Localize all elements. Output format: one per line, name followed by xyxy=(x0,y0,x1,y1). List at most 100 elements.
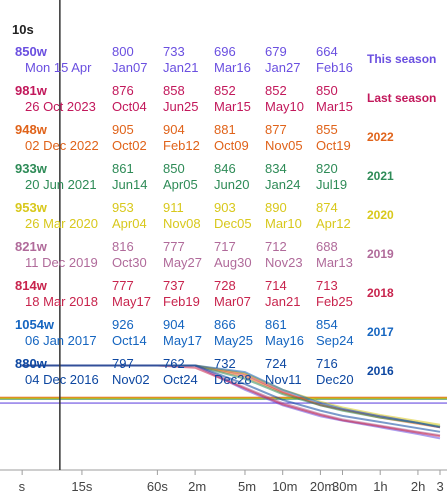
x-tick-label: 1h xyxy=(373,479,388,494)
peak-watts: 850 xyxy=(316,83,338,98)
x-tick-label: 2m xyxy=(188,479,207,494)
season-peak: 911 Nov08 xyxy=(163,200,201,232)
season-best-value: 981w 26 Oct 2023 xyxy=(15,83,96,115)
peak-date: Oct09 xyxy=(214,138,249,153)
season-name-label: Last season xyxy=(367,91,437,105)
peak-date: Jan24 xyxy=(265,177,301,192)
season-peak: 890 Mar10 xyxy=(265,200,302,232)
peak-date: Dec20 xyxy=(316,372,354,387)
season-name-label: 2018 xyxy=(367,286,394,300)
peak-watts: 762 xyxy=(163,356,185,371)
best-watts: 981w xyxy=(15,83,47,98)
hover-panel-background xyxy=(11,12,447,390)
peak-date: Aug30 xyxy=(214,255,252,270)
peak-watts: 696 xyxy=(214,44,236,59)
peak-watts: 688 xyxy=(316,239,338,254)
peak-date: May17 xyxy=(112,294,152,309)
peak-date: May10 xyxy=(265,99,305,114)
season-best-value: 933w 20 Jun 2021 xyxy=(15,161,97,193)
peak-watts: 861 xyxy=(265,317,287,332)
season-best-value: 821w 11 Dec 2019 xyxy=(15,239,98,271)
season-peak: 903 Dec05 xyxy=(214,200,252,232)
best-date: Mon 15 Apr xyxy=(25,60,92,75)
season-peak: 737 Feb19 xyxy=(163,278,200,310)
best-date: 11 Dec 2019 xyxy=(25,255,98,270)
peak-date: Mar15 xyxy=(316,99,353,114)
x-tick-label: 3 xyxy=(436,479,444,494)
peak-watts: 850 xyxy=(163,161,185,176)
peak-watts: 713 xyxy=(316,278,338,293)
season-peak: 800 Jan07 xyxy=(112,44,147,76)
season-best-value: 880w 04 Dec 2016 xyxy=(15,356,99,388)
peak-watts: 890 xyxy=(265,200,287,215)
peak-date: Oct14 xyxy=(112,333,147,348)
peak-watts: 732 xyxy=(214,356,236,371)
peak-watts: 820 xyxy=(316,161,338,176)
season-peak: 861 May16 xyxy=(265,317,304,349)
season-peak: 852 May10 xyxy=(265,83,304,115)
season-row: 953w 26 Mar 2020 953 Apr04 911 Nov08 903 Dec05 8… xyxy=(0,200,447,240)
peak-watts: 816 xyxy=(112,239,134,254)
season-peak: 732 Dec28 xyxy=(214,356,252,388)
best-date: 26 Mar 2020 xyxy=(25,216,98,231)
peak-watts: 712 xyxy=(265,239,287,254)
peak-date: Jan21 xyxy=(163,60,199,75)
peak-watts: 903 xyxy=(214,200,236,215)
peak-date: Dec05 xyxy=(214,216,252,231)
peak-date: Nov02 xyxy=(112,372,150,387)
season-peak: 877 Nov05 xyxy=(265,122,303,154)
x-tick-label: 10m xyxy=(272,479,298,494)
season-name-label: 2020 xyxy=(367,208,394,222)
best-watts: 953w xyxy=(15,200,47,215)
series-line-2016[interactable] xyxy=(22,364,441,433)
season-peak: 733 Jan21 xyxy=(163,44,198,76)
season-peak: 714 Jan21 xyxy=(265,278,300,310)
peak-watts: 724 xyxy=(265,356,287,371)
peak-watts: 854 xyxy=(316,317,338,332)
best-date: 06 Jan 2017 xyxy=(25,333,97,348)
season-row: 1054w 06 Jan 2017 926 Oct14 904 May17 866 May25… xyxy=(0,317,447,357)
season-peak: 834 Jan24 xyxy=(265,161,300,193)
peak-date: Feb16 xyxy=(316,60,353,75)
peak-date: Mar07 xyxy=(214,294,251,309)
season-peak: 905 Oct02 xyxy=(112,122,147,154)
peak-date: Oct30 xyxy=(112,255,147,270)
season-peak: 724 Nov11 xyxy=(265,356,302,388)
x-tick-label: 15s xyxy=(71,479,93,494)
peak-watts: 733 xyxy=(163,44,185,59)
season-peak: 762 Oct24 xyxy=(163,356,198,388)
best-watts: 850w xyxy=(15,44,47,59)
peak-date: Jun25 xyxy=(163,99,199,114)
peak-watts: 777 xyxy=(163,239,185,254)
peak-date: Mar13 xyxy=(316,255,353,270)
x-tick-label: 30m xyxy=(331,479,358,494)
peak-watts: 911 xyxy=(163,200,184,215)
peak-date: Oct02 xyxy=(112,138,147,153)
season-peak: 846 Jun20 xyxy=(214,161,249,193)
peak-watts: 664 xyxy=(316,44,338,59)
season-peak: 953 Apr04 xyxy=(112,200,147,232)
best-watts: 1054w xyxy=(15,317,55,332)
season-name-label: 2022 xyxy=(367,130,394,144)
season-peak: 777 May27 xyxy=(163,239,202,271)
season-name-label: This season xyxy=(367,52,437,66)
peak-watts: 877 xyxy=(265,122,287,137)
peak-watts: 905 xyxy=(112,122,134,137)
x-tick-label: 60s xyxy=(146,479,168,494)
season-peak: 866 May25 xyxy=(214,317,253,349)
season-peak: 850 Mar15 xyxy=(316,83,353,115)
season-peak: 777 May17 xyxy=(112,278,151,310)
peak-watts: 728 xyxy=(214,278,236,293)
x-tick-label: s xyxy=(18,479,26,494)
peak-date: Jun14 xyxy=(112,177,148,192)
peak-watts: 874 xyxy=(316,200,338,215)
best-date: 04 Dec 2016 xyxy=(25,372,99,387)
peak-date: Apr12 xyxy=(316,216,351,231)
x-tick-label: 5m xyxy=(237,479,257,494)
season-peak: 852 Mar15 xyxy=(214,83,251,115)
peak-watts: 737 xyxy=(163,278,185,293)
peak-watts: 717 xyxy=(214,239,236,254)
peak-watts: 852 xyxy=(214,83,236,98)
